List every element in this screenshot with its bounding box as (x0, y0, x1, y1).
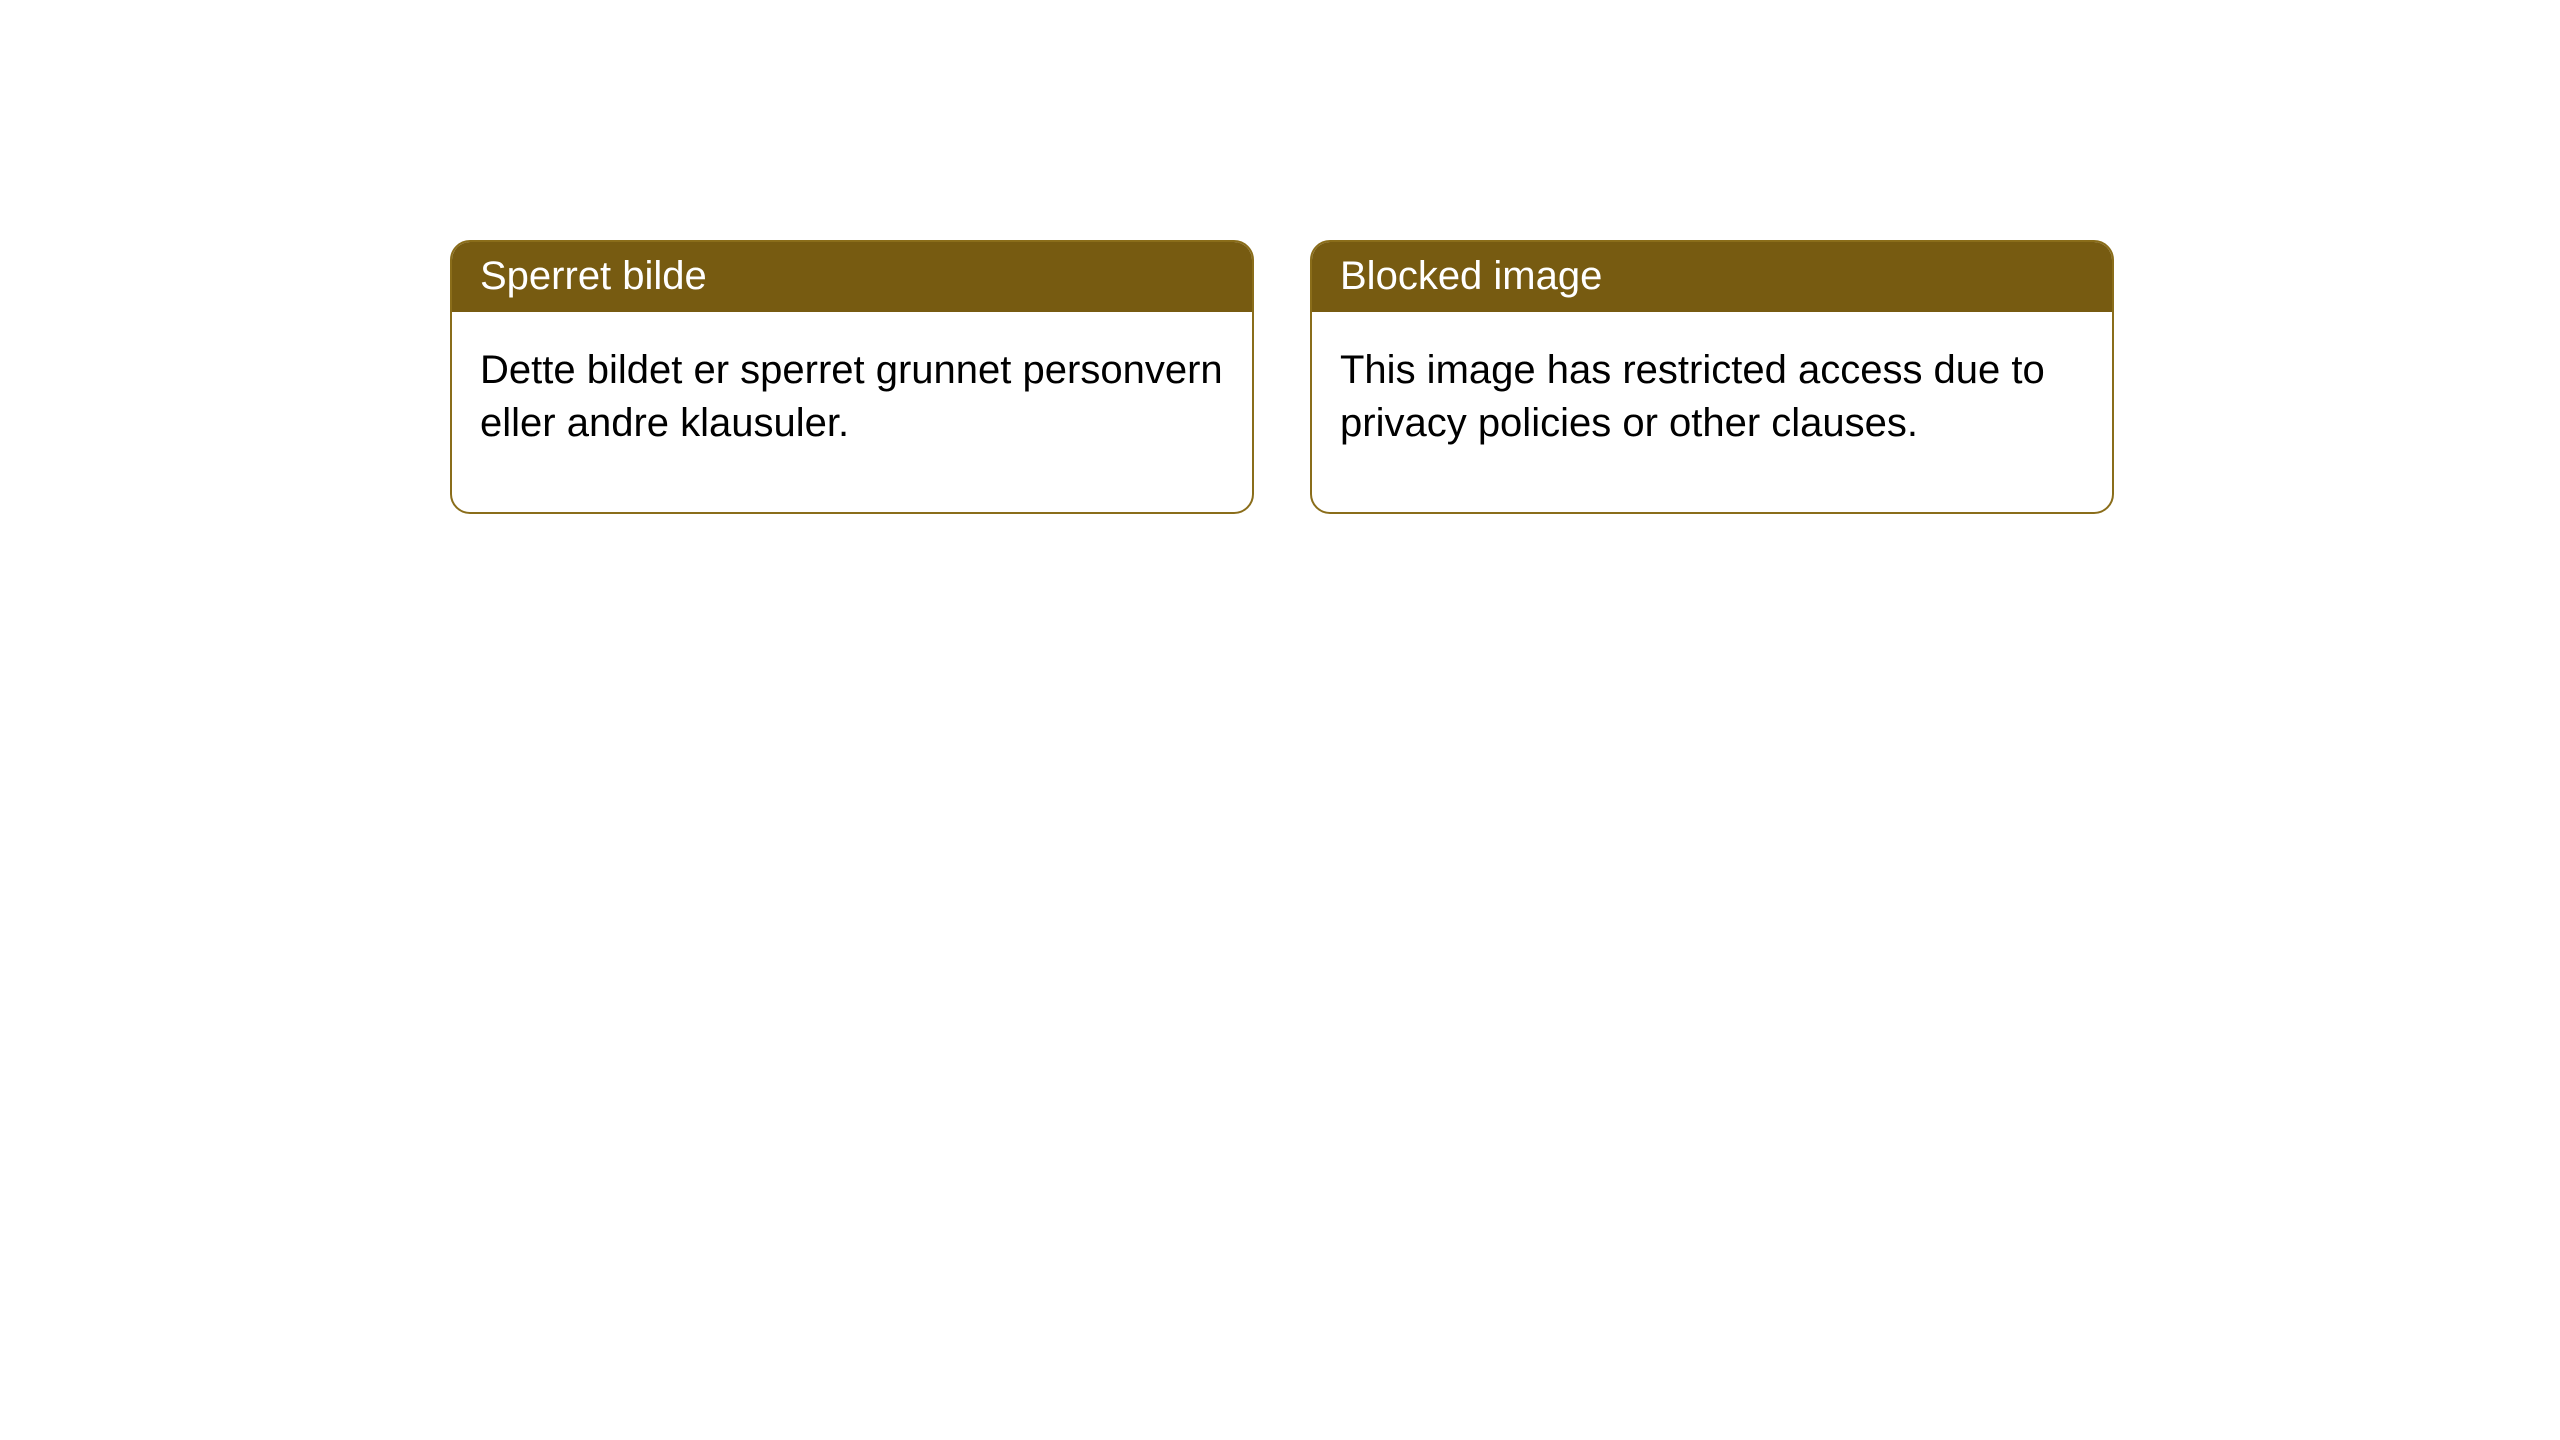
notice-card-body-no: Dette bildet er sperret grunnet personve… (452, 312, 1252, 512)
notice-cards-container: Sperret bilde Dette bildet er sperret gr… (0, 0, 2560, 514)
notice-card-header-en: Blocked image (1312, 242, 2112, 312)
notice-card-body-en: This image has restricted access due to … (1312, 312, 2112, 512)
notice-card-no: Sperret bilde Dette bildet er sperret gr… (450, 240, 1254, 514)
notice-card-header-no: Sperret bilde (452, 242, 1252, 312)
notice-card-en: Blocked image This image has restricted … (1310, 240, 2114, 514)
